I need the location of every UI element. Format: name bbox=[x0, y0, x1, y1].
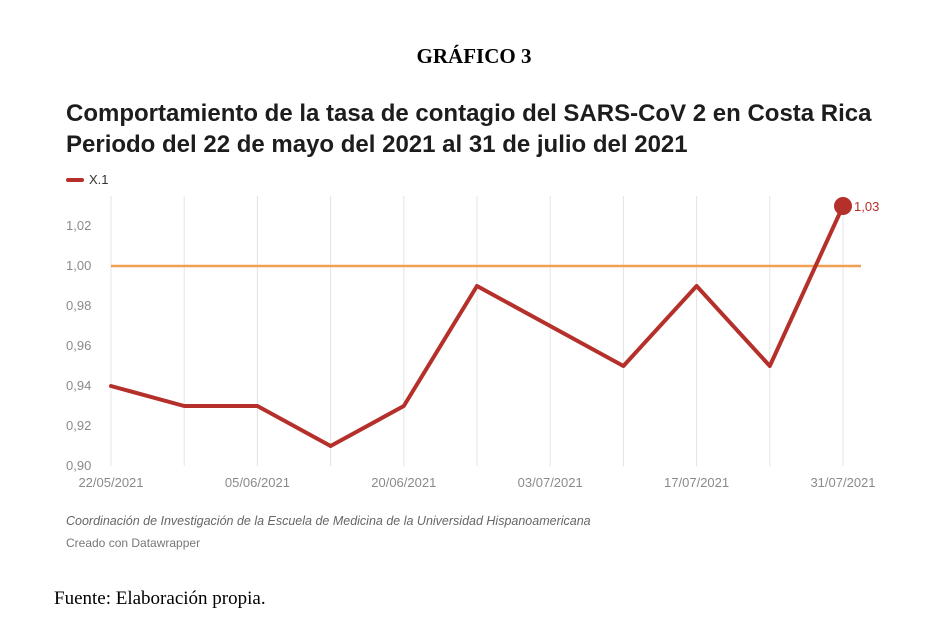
chart-source: Coordinación de Investigación de la Escu… bbox=[66, 514, 591, 528]
y-tick-label: 0,92 bbox=[66, 418, 91, 433]
chart-subtitle: Periodo del 22 de mayo del 2021 al 31 de… bbox=[66, 131, 688, 158]
x-tick-label: 20/06/2021 bbox=[371, 475, 436, 490]
chart-title: Comportamiento de la tasa de contagio de… bbox=[66, 100, 872, 127]
x-tick-label: 22/05/2021 bbox=[78, 475, 143, 490]
line-chart: 0,90 0,92 0,94 0,96 0,98 1,00 1,02 22/05/2021 05… bbox=[66, 196, 879, 490]
y-tick-label: 0,96 bbox=[66, 338, 91, 353]
y-tick-label: 0,90 bbox=[66, 458, 91, 473]
chart-credit: Creado con Datawrapper bbox=[66, 536, 201, 550]
series-end-point bbox=[834, 197, 852, 215]
chart-legend: X.1 bbox=[66, 172, 109, 187]
legend-swatch bbox=[66, 177, 84, 182]
series-line bbox=[109, 204, 845, 448]
fuente-note: Fuente: Elaboración propia. bbox=[54, 588, 266, 609]
x-tick-label: 03/07/2021 bbox=[518, 475, 583, 490]
y-tick-label: 0,98 bbox=[66, 298, 91, 313]
x-tick-label: 05/06/2021 bbox=[225, 475, 290, 490]
chart-title-block: Comportamiento de la tasa de contagio de… bbox=[66, 98, 906, 160]
figure-label: GRÁFICO 3 bbox=[416, 44, 532, 68]
y-tick-label: 0,94 bbox=[66, 378, 91, 393]
series-end-label: 1,03 bbox=[854, 199, 879, 214]
y-tick-label: 1,00 bbox=[66, 258, 91, 273]
x-tick-label: 17/07/2021 bbox=[664, 475, 729, 490]
legend-label: X.1 bbox=[89, 172, 109, 187]
y-tick-label: 1,02 bbox=[66, 218, 91, 233]
x-tick-label: 31/07/2021 bbox=[810, 475, 875, 490]
